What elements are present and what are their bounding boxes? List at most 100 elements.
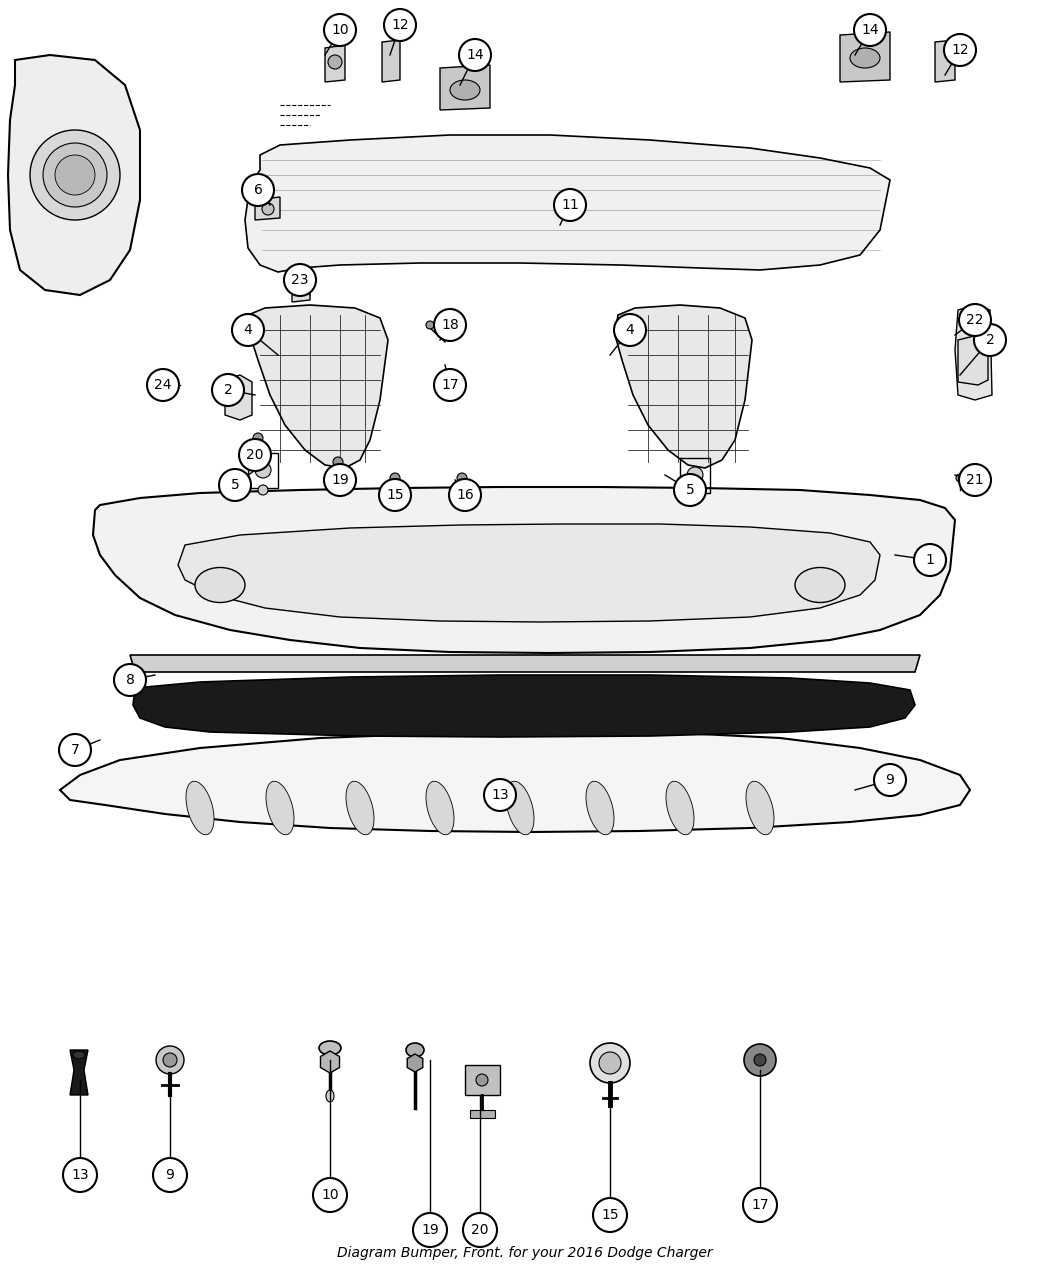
Ellipse shape [346,782,374,835]
Text: 22: 22 [966,312,984,326]
Circle shape [156,1046,184,1074]
Text: 10: 10 [331,23,349,37]
Circle shape [463,1213,497,1247]
Circle shape [239,439,271,470]
Circle shape [147,368,178,402]
Circle shape [153,1158,187,1192]
Text: 6: 6 [253,184,262,198]
Circle shape [687,467,704,483]
Polygon shape [255,198,280,221]
Polygon shape [133,674,915,737]
Circle shape [59,734,91,766]
Text: 14: 14 [861,23,879,37]
Circle shape [262,203,274,215]
Circle shape [232,314,264,346]
Circle shape [476,1074,488,1086]
Circle shape [457,473,467,483]
Ellipse shape [850,48,880,68]
Circle shape [324,464,356,496]
Text: 13: 13 [71,1168,89,1182]
Text: 5: 5 [231,478,239,492]
Ellipse shape [319,1040,341,1054]
Circle shape [63,1158,97,1192]
Text: 2: 2 [224,382,232,397]
Circle shape [959,464,991,496]
Polygon shape [615,305,752,468]
Text: 19: 19 [421,1223,439,1237]
Polygon shape [178,524,880,622]
Polygon shape [326,45,345,82]
Text: 1: 1 [925,553,934,567]
Text: 2: 2 [986,333,994,347]
Circle shape [459,40,491,71]
Ellipse shape [795,567,845,603]
Text: 11: 11 [561,198,579,212]
Ellipse shape [666,782,694,835]
Text: 17: 17 [751,1198,769,1213]
Circle shape [959,303,991,337]
Circle shape [384,9,416,41]
Text: 20: 20 [471,1223,488,1237]
Circle shape [328,55,342,69]
Text: 18: 18 [441,317,459,332]
Polygon shape [956,305,992,400]
Ellipse shape [195,567,245,603]
Text: 4: 4 [626,323,634,337]
Polygon shape [245,135,890,272]
Text: 14: 14 [466,48,484,62]
Circle shape [754,1054,766,1066]
Polygon shape [60,731,970,833]
Circle shape [944,34,977,66]
Text: 24: 24 [154,377,172,391]
Circle shape [854,14,886,46]
Circle shape [744,1044,776,1076]
Circle shape [614,314,646,346]
Circle shape [593,1198,627,1232]
Circle shape [333,456,343,467]
Ellipse shape [586,782,614,835]
Polygon shape [958,335,988,385]
Polygon shape [465,1065,500,1095]
Polygon shape [840,32,890,82]
Polygon shape [934,40,956,82]
Circle shape [449,479,481,511]
Text: 20: 20 [247,448,264,462]
Circle shape [590,1043,630,1082]
Text: 15: 15 [602,1207,618,1221]
Ellipse shape [266,782,294,835]
Circle shape [258,484,268,495]
Circle shape [219,469,251,501]
Ellipse shape [450,80,480,99]
Text: 21: 21 [966,473,984,487]
Circle shape [598,1052,621,1074]
Circle shape [554,189,586,221]
Text: 12: 12 [392,18,408,32]
Circle shape [743,1188,777,1221]
Text: 7: 7 [70,743,80,757]
Ellipse shape [746,782,774,835]
Text: 8: 8 [126,673,134,687]
Text: 19: 19 [331,473,349,487]
Circle shape [30,130,120,221]
Circle shape [674,474,706,506]
Ellipse shape [426,782,454,835]
Polygon shape [248,305,388,468]
Text: 12: 12 [951,43,969,57]
Circle shape [55,156,94,195]
Circle shape [426,321,434,329]
Ellipse shape [186,782,214,835]
Circle shape [434,309,466,340]
Text: Diagram Bumper, Front. for your 2016 Dodge Charger: Diagram Bumper, Front. for your 2016 Dod… [337,1246,713,1260]
Text: 17: 17 [441,377,459,391]
Circle shape [253,434,262,442]
Polygon shape [407,1054,423,1072]
Circle shape [390,473,400,483]
Circle shape [413,1213,447,1247]
Ellipse shape [326,1090,334,1102]
Circle shape [212,374,244,405]
Circle shape [242,173,274,207]
Circle shape [974,324,1006,356]
Polygon shape [440,65,490,110]
Text: 4: 4 [244,323,252,337]
Polygon shape [320,1051,339,1074]
